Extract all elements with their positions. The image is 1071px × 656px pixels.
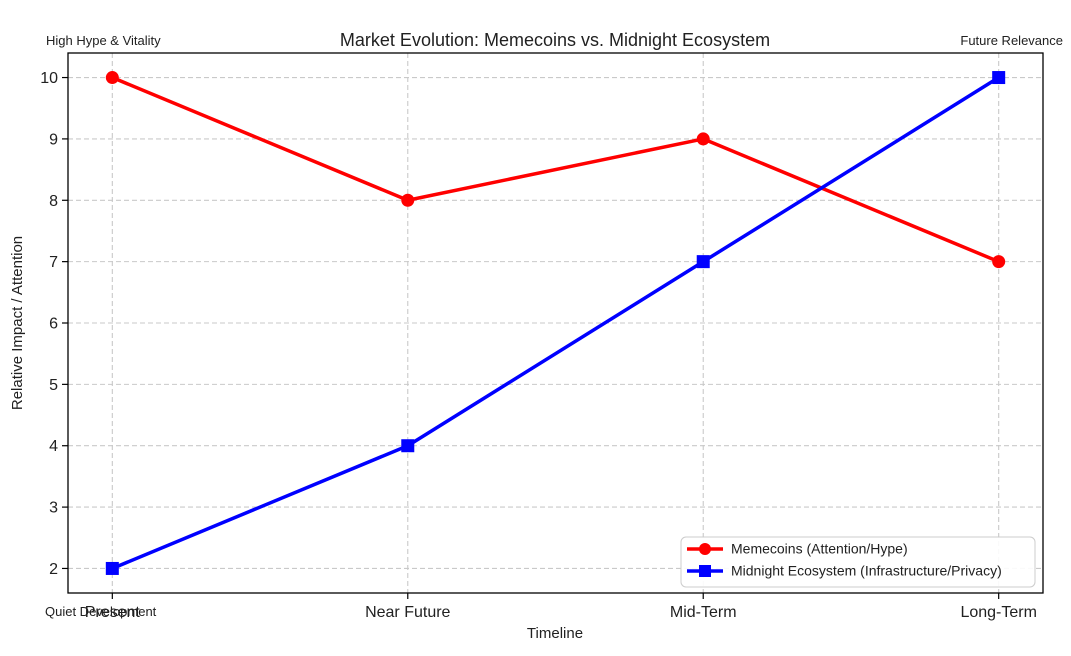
annotation-future-relevance: Future Relevance [960, 33, 1063, 48]
legend-item-memecoins: Memecoins (Attention/Hype) [687, 541, 908, 557]
legend-label-midnight: Midnight Ecosystem (Infrastructure/Priva… [731, 563, 1002, 579]
data-point-square [696, 255, 710, 269]
legend-label-memecoins: Memecoins (Attention/Hype) [731, 541, 908, 557]
legend: Memecoins (Attention/Hype) Midnight Ecos… [680, 536, 1036, 588]
legend-item-midnight: Midnight Ecosystem (Infrastructure/Priva… [687, 563, 1002, 579]
y-tick-label: 4 [49, 438, 58, 455]
data-point-circle [401, 193, 415, 207]
data-point-circle [992, 255, 1006, 269]
x-tick-label: Mid-Term [670, 604, 737, 621]
y-axis-label: Relative Impact / Attention [9, 236, 26, 410]
series-line [110, 75, 1001, 571]
y-tick-label: 7 [49, 254, 58, 271]
y-tick-label: 6 [49, 316, 58, 333]
x-tick-label: Near Future [365, 604, 450, 621]
annotation-high-hype: High Hype & Vitality [46, 33, 161, 48]
y-tick-label: 5 [49, 377, 58, 394]
data-point-square [992, 71, 1006, 85]
y-tick-label: 9 [49, 131, 58, 148]
x-axis-label: Timeline [527, 625, 583, 642]
series-line [110, 75, 1001, 264]
data-series [105, 71, 1006, 575]
axis-ticks: 2 3 4 5 6 7 8 9 10 Present Near Future Mid-Term Long… [40, 70, 1037, 621]
y-tick-label: 10 [40, 70, 58, 87]
legend-marker-circle [699, 543, 711, 555]
data-point-square [105, 561, 119, 575]
data-point-circle [105, 71, 119, 85]
x-tick-label: Long-Term [960, 604, 1036, 621]
legend-box [680, 536, 1036, 588]
y-tick-label: 2 [49, 561, 58, 578]
data-point-square [401, 439, 415, 453]
legend-marker-square [699, 565, 711, 577]
annotation-quiet-development: Quiet Development [45, 604, 157, 619]
data-point-circle [696, 132, 710, 146]
chart-title: Market Evolution: Memecoins vs. Midnight… [340, 30, 770, 50]
grid-lines [68, 53, 1043, 593]
y-tick-label: 8 [49, 193, 58, 210]
x-tick-label: Present [85, 604, 141, 621]
y-tick-label: 3 [49, 500, 58, 517]
